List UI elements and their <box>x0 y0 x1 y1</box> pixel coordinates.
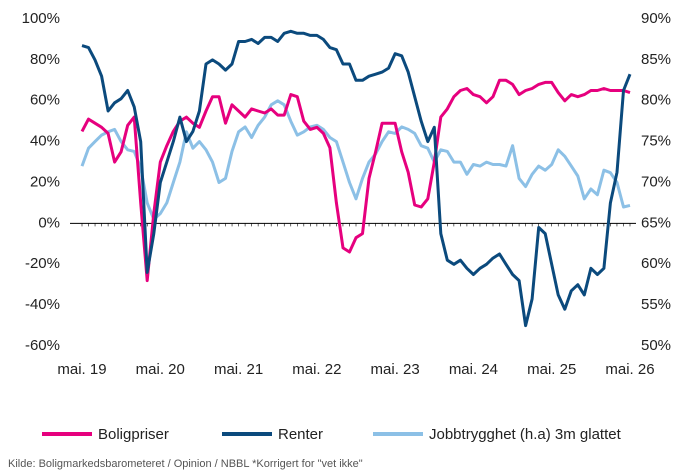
y2-tick-label: 70% <box>641 173 671 190</box>
y-tick-label: -40% <box>25 296 60 313</box>
series-line <box>81 29 632 328</box>
x-tick-label: mai. 19 <box>57 361 106 378</box>
y-tick-label: 80% <box>30 51 60 68</box>
legend-label: Jobbtrygghet (h.a) 3m glattet <box>429 426 622 443</box>
y-tick-label: 60% <box>30 92 60 109</box>
y2-tick-label: 90% <box>641 10 671 27</box>
source: Kilde: Boligmarkedsbarometeret / Opinion… <box>8 458 363 470</box>
x-tick-label: mai. 22 <box>292 361 341 378</box>
y2-tick-label: 50% <box>641 337 671 354</box>
y2-tick-label: 85% <box>641 51 671 68</box>
series-line <box>80 99 631 221</box>
x-tick-label: mai. 20 <box>136 361 185 378</box>
y-tick-label: 20% <box>30 173 60 190</box>
y2-tick-label: 60% <box>641 255 671 272</box>
x-tick-label: mai. 24 <box>449 361 498 378</box>
y-tick-label: -20% <box>25 255 60 272</box>
y-tick-label: 0% <box>38 214 60 231</box>
y2-tick-label: 65% <box>641 214 671 231</box>
series-line <box>80 78 631 283</box>
y2-tick-label: 55% <box>641 296 671 313</box>
legend-label: Boligpriser <box>98 426 169 443</box>
y2-tick-label: 80% <box>641 92 671 109</box>
x-tick-label: mai. 21 <box>214 361 263 378</box>
x-tick-label: mai. 23 <box>371 361 420 378</box>
y-tick-label: 100% <box>22 10 60 27</box>
x-tick-label: mai. 26 <box>605 361 654 378</box>
legend-label: Renter <box>278 426 323 443</box>
y2-tick-label: 75% <box>641 133 671 150</box>
y-tick-label: -60% <box>25 337 60 354</box>
x-tick-label: mai. 25 <box>527 361 576 378</box>
y-tick-label: 40% <box>30 133 60 150</box>
